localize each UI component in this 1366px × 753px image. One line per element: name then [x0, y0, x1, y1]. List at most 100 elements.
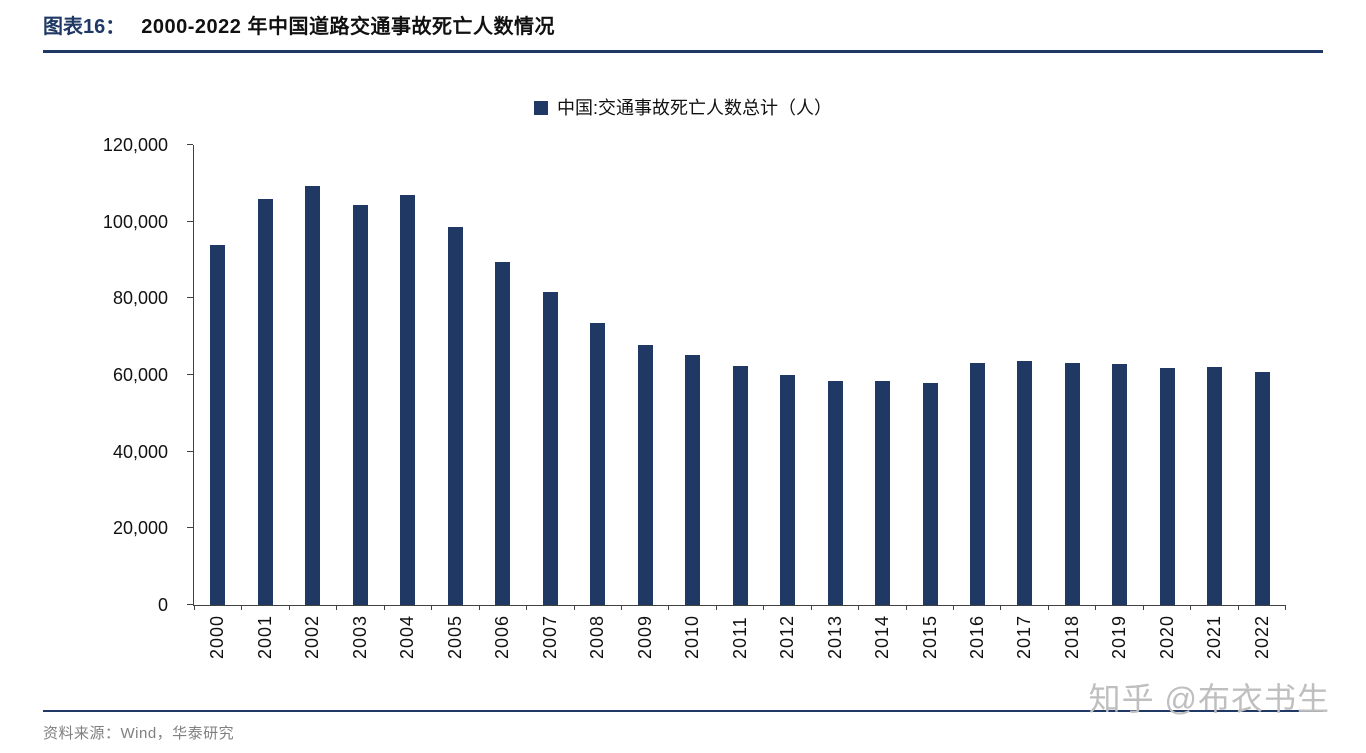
chart-legend: 中国:交通事故死亡人数总计（人）	[0, 94, 1366, 120]
bar-2000	[210, 245, 226, 605]
bar-2008	[590, 323, 606, 605]
x-axis-label-slot: 2019	[1096, 615, 1143, 659]
watermark-text: 知乎 @布衣书生	[1088, 681, 1330, 717]
x-axis-label-slot: 2017	[1001, 615, 1048, 659]
x-axis-tick	[1096, 605, 1144, 610]
bar-2012	[780, 375, 796, 605]
x-axis-tick	[432, 605, 480, 610]
y-axis-label: 60,000	[112, 365, 168, 385]
x-axis-labels: 2000 2001 2002 2003 2004 2005 2006 2007 2008 2009…	[194, 615, 1286, 659]
x-axis-label-slot: 2015	[906, 615, 953, 659]
x-axis-tick	[1144, 605, 1192, 610]
bar-slot	[289, 145, 336, 605]
x-axis-label: 2013	[824, 615, 845, 660]
x-axis-label: 2004	[397, 615, 418, 660]
footer-divider	[43, 710, 1323, 712]
bar-slot	[1049, 145, 1096, 605]
y-axis-label: 120,000	[102, 135, 168, 155]
x-axis-label-slot: 2016	[954, 615, 1001, 659]
x-axis-tick	[1049, 605, 1097, 610]
x-axis-label-slot: 2011	[716, 615, 763, 659]
bar-2016	[969, 363, 985, 605]
x-axis-tick	[812, 605, 860, 610]
bar-2011	[732, 365, 748, 605]
x-axis-label: 2005	[444, 615, 465, 660]
plot-area: 2000 2001 2002 2003 2004 2005 2006 2007 2008 2009…	[187, 144, 1287, 659]
y-axis-tick	[187, 450, 193, 452]
legend-label: 中国:交通事故死亡人数总计（人）	[557, 98, 832, 118]
x-axis-label-slot: 2002	[289, 615, 336, 659]
x-axis-label: 2012	[777, 615, 798, 660]
y-axis-tick	[187, 220, 193, 222]
x-axis-label: 2018	[1061, 615, 1082, 660]
bar-2013	[827, 380, 843, 605]
bar-2005	[447, 226, 463, 605]
figure-number: 图表16：	[43, 16, 126, 38]
x-axis-tick	[1001, 605, 1049, 610]
bar-2017	[1017, 360, 1033, 605]
x-axis-label-slot: 2012	[764, 615, 811, 659]
bar-slot	[621, 145, 668, 605]
bar-slot	[1239, 145, 1286, 605]
bar-slot	[241, 145, 288, 605]
y-axis-labels: 0 20,000 40,000 60,000 80,000 100,000 120,000	[0, 135, 180, 615]
bar-slot	[574, 145, 621, 605]
bar-series	[194, 145, 1286, 605]
bar-slot	[479, 145, 526, 605]
bar-2004	[400, 194, 416, 605]
bar-slot	[1096, 145, 1143, 605]
x-axis-tick	[575, 605, 622, 610]
x-axis-label: 2009	[634, 615, 655, 660]
x-axis-tick	[764, 605, 812, 610]
y-axis-label: 0	[157, 595, 168, 615]
x-axis-label-slot: 2022	[1239, 615, 1286, 659]
y-axis-tick	[187, 144, 193, 145]
bar-2009	[637, 345, 653, 605]
x-axis-label: 2000	[207, 615, 228, 660]
x-axis-label: 2019	[1109, 615, 1130, 660]
bar-slot	[1191, 145, 1238, 605]
bar-2001	[257, 198, 273, 605]
x-axis-label: 2021	[1204, 615, 1225, 660]
x-axis-label-slot: 2018	[1049, 615, 1096, 659]
x-axis-label: 2003	[349, 615, 370, 660]
x-axis-label: 2001	[254, 615, 275, 660]
bar-2020	[1159, 368, 1175, 605]
bar-slot	[526, 145, 573, 605]
bar-slot	[716, 145, 763, 605]
x-axis-label-slot: 2004	[384, 615, 431, 659]
figure-header: 图表16： 2000-2022 年中国道路交通事故死亡人数情况	[43, 14, 1323, 53]
x-axis-tick	[480, 605, 528, 610]
figure-title: 2000-2022 年中国道路交通事故死亡人数情况	[141, 16, 555, 38]
legend-swatch-icon	[534, 101, 548, 115]
x-axis-label: 2010	[682, 615, 703, 660]
bar-slot	[906, 145, 953, 605]
x-axis-tick	[1239, 605, 1287, 610]
x-axis-tick	[337, 605, 385, 610]
bar-2010	[685, 354, 701, 605]
x-axis-label: 2020	[1156, 615, 1177, 660]
x-axis-tick	[954, 605, 1002, 610]
x-axis-label-slot: 2021	[1191, 615, 1238, 659]
x-axis-label-slot: 2003	[336, 615, 383, 659]
x-axis-tick	[290, 605, 338, 610]
x-axis-tick	[669, 605, 717, 610]
source-text: 资料来源：Wind，华泰研究	[43, 725, 235, 742]
bar-slot	[194, 145, 241, 605]
x-axis-label: 2008	[587, 615, 608, 660]
x-axis-label: 2022	[1251, 615, 1272, 660]
x-axis-label-slot: 2009	[621, 615, 668, 659]
bar-2006	[495, 262, 511, 605]
x-axis-label: 2011	[729, 616, 750, 660]
x-axis-label-slot: 2010	[669, 615, 716, 659]
y-axis-label: 40,000	[112, 441, 168, 462]
x-axis-tick	[907, 605, 954, 610]
x-axis-label-slot: 2008	[574, 615, 621, 659]
bar-2019	[1112, 364, 1128, 605]
x-axis-tick	[242, 605, 290, 610]
bar-2002	[305, 185, 321, 605]
bar-2007	[542, 292, 558, 605]
x-axis-tick	[717, 605, 765, 610]
bar-slot	[859, 145, 906, 605]
